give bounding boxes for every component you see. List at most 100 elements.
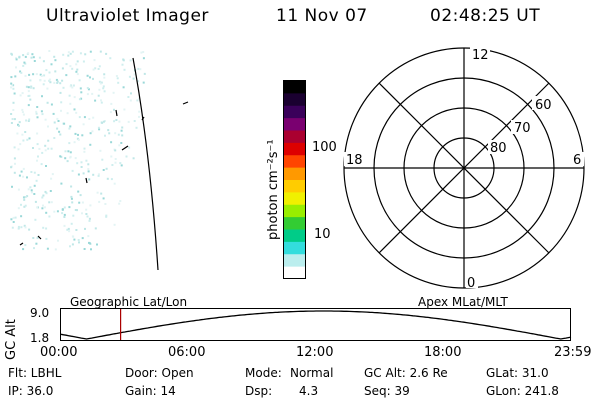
emission-dot bbox=[119, 200, 122, 202]
emission-dot bbox=[98, 200, 101, 203]
emission-dot bbox=[19, 143, 22, 146]
emission-dot bbox=[22, 113, 25, 116]
emission-dot bbox=[97, 173, 100, 176]
colorbar-band bbox=[284, 105, 305, 119]
emission-dot bbox=[18, 121, 21, 124]
emission-dot bbox=[16, 132, 19, 135]
emission-dot bbox=[36, 116, 39, 119]
emission-dot bbox=[120, 129, 123, 132]
emission-dot bbox=[91, 92, 94, 95]
emission-dot bbox=[121, 63, 124, 66]
emission-dot bbox=[140, 51, 143, 54]
emission-dot bbox=[71, 67, 74, 70]
colorbar-band bbox=[284, 192, 305, 206]
emission-dot bbox=[15, 66, 17, 69]
emission-dot bbox=[56, 80, 59, 83]
emission-dot bbox=[68, 94, 71, 97]
emission-dot bbox=[87, 168, 90, 171]
emission-dot bbox=[21, 108, 24, 111]
emission-dot bbox=[27, 90, 30, 93]
emission-dot bbox=[133, 120, 136, 122]
emission-dot bbox=[79, 87, 82, 90]
emission-dot bbox=[105, 167, 108, 170]
emission-dot bbox=[80, 166, 83, 168]
ip-info: IP: 36.0 bbox=[8, 384, 54, 398]
emission-dot bbox=[85, 208, 88, 211]
emission-dot bbox=[57, 120, 60, 122]
x-tick-0000: 00:00 bbox=[40, 345, 78, 360]
emission-dot bbox=[67, 54, 70, 57]
emission-dot bbox=[80, 97, 83, 100]
emission-dot bbox=[108, 132, 111, 135]
emission-dot bbox=[33, 184, 36, 187]
emission-dot bbox=[71, 201, 74, 204]
emission-dot bbox=[59, 82, 62, 85]
emission-dot bbox=[46, 247, 49, 250]
emission-dot bbox=[122, 86, 125, 89]
emission-dot bbox=[93, 59, 96, 62]
uv-image bbox=[10, 50, 189, 271]
emission-dot bbox=[41, 113, 44, 116]
emission-dot bbox=[22, 248, 25, 251]
emission-dot bbox=[68, 206, 71, 209]
emission-dot bbox=[24, 62, 27, 65]
colorbar-band bbox=[284, 130, 305, 144]
emission-dot bbox=[75, 63, 78, 66]
emission-dot bbox=[45, 69, 48, 72]
emission-dot bbox=[32, 87, 35, 90]
emission-dot bbox=[30, 85, 33, 88]
emission-dot bbox=[74, 209, 77, 211]
emission-dot bbox=[86, 215, 89, 218]
emission-dot bbox=[10, 76, 13, 79]
emission-dot bbox=[84, 227, 86, 230]
emission-dot bbox=[105, 214, 108, 217]
emission-dot bbox=[123, 108, 126, 111]
emission-dot bbox=[63, 216, 66, 218]
emission-dot bbox=[88, 217, 91, 220]
emission-dot bbox=[41, 196, 44, 199]
emission-dot bbox=[22, 175, 25, 178]
emission-dot bbox=[24, 204, 27, 207]
emission-dot bbox=[130, 92, 132, 95]
emission-dot bbox=[120, 142, 123, 144]
emission-dot bbox=[142, 81, 145, 84]
emission-dot bbox=[60, 155, 63, 158]
emission-dot bbox=[81, 237, 84, 240]
emission-dot bbox=[83, 248, 86, 250]
emission-dot bbox=[50, 147, 53, 150]
emission-dot bbox=[61, 212, 64, 215]
emission-dot bbox=[69, 102, 72, 105]
emission-dot bbox=[119, 162, 122, 165]
emission-dot bbox=[28, 73, 31, 76]
emission-dot bbox=[61, 79, 64, 82]
emission-dot bbox=[50, 103, 53, 106]
emission-dot bbox=[67, 227, 70, 230]
emission-dot bbox=[110, 178, 113, 181]
emission-dot bbox=[109, 111, 112, 114]
seq-info: Seq: 39 bbox=[364, 384, 410, 398]
emission-dot bbox=[86, 87, 89, 89]
emission-dot bbox=[94, 227, 97, 230]
dsp-value: 4.3 bbox=[299, 384, 319, 398]
emission-dot bbox=[85, 159, 88, 162]
altitude-curve bbox=[60, 310, 572, 340]
emission-dot bbox=[12, 109, 15, 111]
emission-dot bbox=[49, 190, 52, 192]
emission-dot bbox=[127, 120, 130, 123]
emission-dot bbox=[39, 79, 42, 82]
emission-dot bbox=[133, 73, 136, 76]
emission-dot bbox=[30, 191, 33, 194]
gain-info: Gain: 14 bbox=[125, 384, 176, 398]
emission-dot bbox=[53, 55, 56, 58]
emission-dot bbox=[29, 186, 32, 189]
emission-dot bbox=[71, 86, 74, 89]
emission-dot bbox=[101, 158, 104, 161]
emission-dot bbox=[114, 132, 117, 135]
emission-dot bbox=[30, 86, 32, 89]
emission-dot bbox=[60, 182, 63, 185]
emission-dot bbox=[27, 120, 30, 122]
emission-dot bbox=[22, 167, 25, 170]
emission-dot bbox=[92, 173, 95, 176]
emission-dot bbox=[20, 215, 23, 218]
emission-dot bbox=[99, 149, 102, 152]
